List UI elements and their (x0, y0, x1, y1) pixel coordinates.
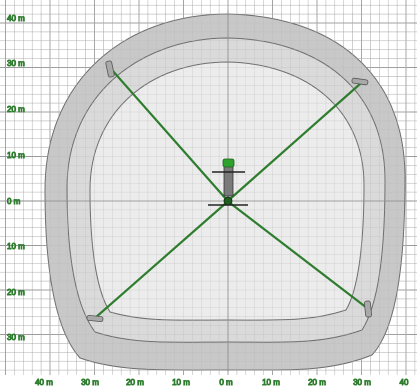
anchor-posts (86, 60, 373, 323)
y-tick-label: 30 m (7, 59, 25, 68)
y-tick-label: 20 m (7, 288, 25, 297)
anchor-top-right[interactable] (351, 77, 369, 86)
x-tick-label: 10 m (172, 378, 190, 387)
y-tick-label: 10 m (7, 151, 25, 160)
y-tick-label: 0 m (7, 197, 21, 206)
rig-top-indicator (222, 158, 235, 168)
x-tick-label: 10 m (262, 378, 280, 387)
anchor-bottom-right[interactable] (363, 300, 373, 318)
x-tick-label: 20 m (126, 378, 144, 387)
rig-camera-head (223, 196, 233, 206)
x-tick-label: 20 m (308, 378, 326, 387)
x-tick-label: 40 (400, 378, 409, 387)
cable-top-left (110, 68, 228, 201)
y-tick-label: 10 m (7, 242, 25, 251)
cable-bottom-right (228, 201, 369, 310)
rig-body (223, 165, 234, 197)
cables (93, 68, 369, 320)
x-tick-label: 30 m (81, 378, 99, 387)
x-axis-tick-labels: 40 m 30 m 20 m 10 m 0 m 10 m 20 m 30 m 40 (35, 378, 410, 388)
anchor-bottom-left[interactable] (86, 314, 104, 323)
x-tick-label: 0 m (219, 378, 233, 387)
anchor-top-left[interactable] (105, 60, 115, 78)
cable-top-right (228, 82, 362, 201)
y-tick-label: 30 m (7, 333, 25, 342)
y-tick-label: 40 m (7, 14, 25, 23)
x-tick-label: 30 m (353, 378, 371, 387)
camera-rig[interactable] (208, 158, 248, 206)
cable-bottom-left (93, 201, 228, 320)
y-axis-tick-labels: 40 m 30 m 20 m 10 m 0 m 10 m 20 m 30 m (7, 14, 26, 343)
y-tick-label: 20 m (7, 105, 25, 114)
x-tick-label: 40 m (35, 378, 53, 387)
